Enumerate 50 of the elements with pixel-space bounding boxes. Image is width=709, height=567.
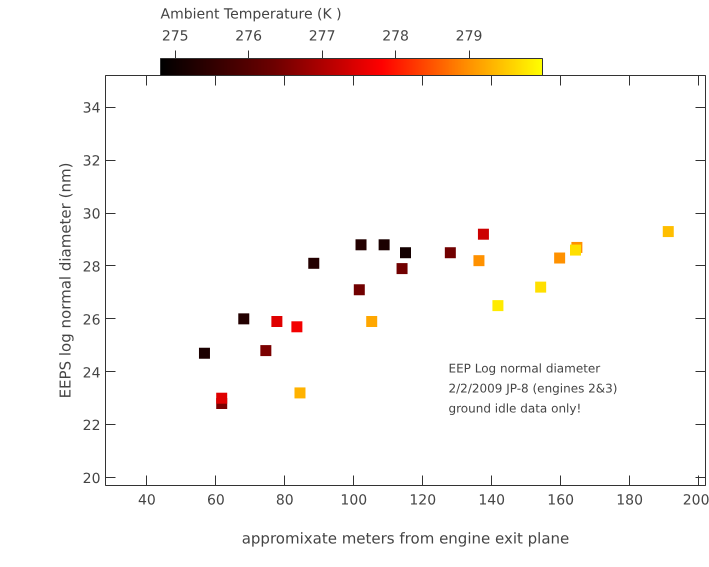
color-bar-label: 275 <box>162 28 189 44</box>
point <box>662 226 674 238</box>
point <box>378 239 390 250</box>
point <box>294 387 306 398</box>
annotation: EEP Log normal diameter <box>448 362 600 376</box>
x-tick-label: 120 <box>409 492 436 508</box>
point <box>366 316 378 327</box>
x-tick-label: 80 <box>276 492 294 508</box>
point <box>570 244 581 256</box>
point <box>291 321 302 332</box>
point <box>198 348 210 359</box>
point <box>354 284 365 296</box>
point <box>396 263 408 274</box>
color-bar-label: 278 <box>382 28 409 44</box>
point <box>271 316 282 327</box>
point <box>444 247 456 258</box>
x-axis-title: appromixate meters from engine exit plane <box>242 530 570 548</box>
x-tick-label: 200 <box>682 492 709 508</box>
annotation: 2/2/2009 JP-8 (engines 2&3) <box>448 382 618 396</box>
point <box>554 252 566 264</box>
color-bar-label: 277 <box>308 28 336 44</box>
y-tick-label: 32 <box>82 154 101 170</box>
annotation: ground idle data only! <box>448 402 582 416</box>
point <box>473 255 484 266</box>
y-tick-label: 28 <box>82 259 101 276</box>
y-tick-label: 34 <box>82 100 101 117</box>
point <box>356 239 367 250</box>
x-tick-label: 40 <box>138 492 156 508</box>
point <box>478 228 489 240</box>
point <box>535 282 546 293</box>
point <box>260 345 272 356</box>
color-bar-title: Ambient Temperature (K ) <box>160 6 342 22</box>
x-tick-label: 160 <box>547 492 574 508</box>
x-tick-label: 100 <box>340 492 368 508</box>
point <box>308 258 320 269</box>
y-tick-label: 30 <box>82 206 101 223</box>
point <box>216 392 228 404</box>
x-tick-label: 180 <box>616 492 644 508</box>
x-tick-label: 140 <box>478 492 506 508</box>
y-tick-label: 26 <box>82 312 101 328</box>
x-tick-label: 60 <box>206 492 225 508</box>
color-bar-label: 279 <box>456 28 482 44</box>
color-bar-label: 276 <box>235 28 262 44</box>
y-axis-title: EEPS log normal diameter (nm) <box>56 162 75 398</box>
y-tick-label: 24 <box>82 365 101 382</box>
point <box>238 313 250 324</box>
y-tick-label: 20 <box>82 471 101 488</box>
y-tick-label: 22 <box>82 418 101 434</box>
point <box>400 247 411 258</box>
point <box>492 300 504 312</box>
